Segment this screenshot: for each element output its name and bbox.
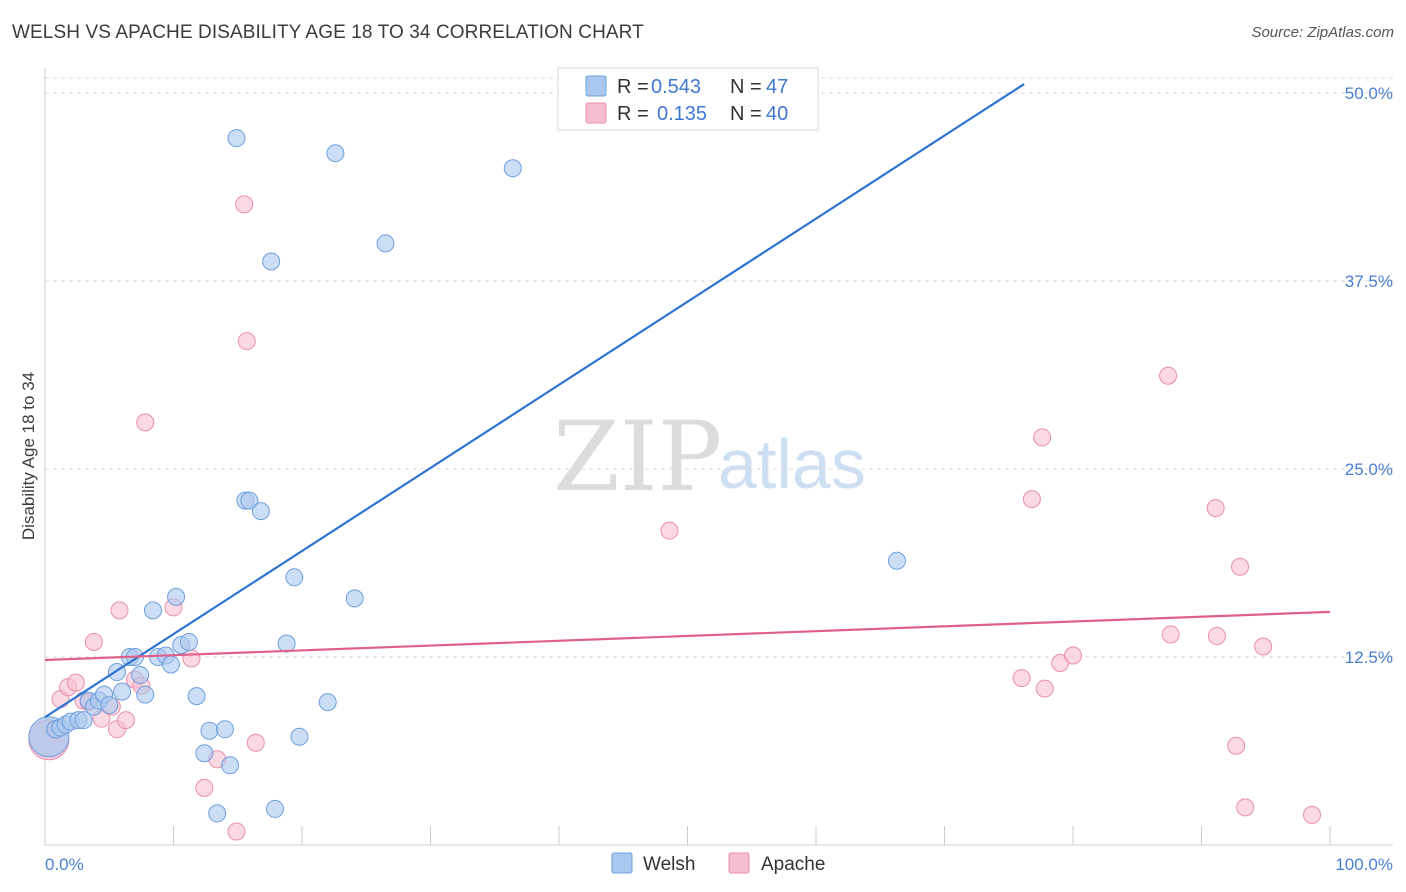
watermark-atlas: atlas — [718, 425, 866, 503]
axes — [44, 68, 1393, 846]
trend-lines — [44, 83, 1331, 719]
y-tick-labels: 12.5% 25.0% 37.5% 50.0% — [1345, 84, 1393, 667]
y-tick-label: 37.5% — [1345, 272, 1393, 291]
welsh-point — [215, 720, 234, 739]
welsh-point — [100, 696, 119, 715]
apache-point — [246, 733, 265, 752]
apache-point — [660, 521, 679, 540]
apache-n-label: N = — [730, 103, 762, 125]
apache-point — [1022, 490, 1041, 509]
welsh-point — [113, 682, 132, 701]
y-axis-label: Disability Age 18 to 34 — [19, 372, 38, 540]
welsh-point — [262, 252, 281, 271]
apache-point — [1231, 557, 1250, 576]
apache-points — [28, 195, 1322, 841]
apache-point — [1254, 637, 1273, 656]
x-tick-labels: 0.0% 100.0% — [45, 855, 1393, 874]
welsh-point — [131, 666, 150, 685]
welsh-point — [161, 655, 180, 674]
welsh-point — [167, 587, 186, 606]
apache-trend-line — [44, 610, 1331, 662]
x-tick-label: 0.0% — [45, 855, 84, 874]
apache-r-label: R = — [617, 103, 649, 125]
welsh-r-value: 0.543 — [651, 76, 701, 98]
apache-point — [235, 195, 254, 214]
welsh-point — [277, 634, 296, 653]
welsh-point — [285, 568, 304, 587]
y-tick-label: 50.0% — [1345, 84, 1393, 103]
apache-point — [110, 601, 129, 620]
welsh-point — [326, 144, 345, 163]
y-tick-label: 25.0% — [1345, 460, 1393, 479]
apache-point — [1303, 805, 1322, 824]
apache-point — [1033, 428, 1052, 447]
x-tick-label: 100.0% — [1335, 855, 1393, 874]
apache-point — [1227, 736, 1246, 755]
welsh-point — [74, 711, 93, 730]
welsh-point — [503, 159, 522, 178]
welsh-point — [318, 693, 337, 712]
apache-point — [227, 822, 246, 841]
apache-point — [1236, 798, 1255, 817]
apache-point — [1035, 679, 1054, 698]
apache-point — [1012, 669, 1031, 688]
welsh-point — [266, 799, 285, 818]
welsh-point — [208, 804, 227, 823]
welsh-point — [179, 632, 198, 651]
welsh-point — [240, 491, 259, 510]
apache-point — [1207, 626, 1226, 645]
apache-point — [84, 632, 103, 651]
welsh-point — [221, 756, 240, 775]
apache-point — [1161, 625, 1180, 644]
apache-point — [66, 673, 85, 692]
welsh-legend-swatch — [585, 75, 607, 97]
source-label: Source: ZipAtlas.com — [1251, 24, 1394, 41]
welsh-point — [200, 721, 219, 740]
welsh-point — [136, 685, 155, 704]
apache-point — [1206, 499, 1225, 518]
welsh-point — [195, 744, 214, 763]
welsh-point — [376, 234, 395, 253]
apache-series-label: Apache — [761, 854, 825, 875]
welsh-point — [227, 129, 246, 148]
welsh-point — [345, 589, 364, 608]
chart-title: WELSH VS APACHE DISABILITY AGE 18 TO 34 … — [12, 22, 644, 43]
welsh-r-label: R = — [617, 76, 649, 98]
apache-series-swatch — [728, 852, 750, 874]
gridlines — [45, 77, 1393, 658]
welsh-trend-line — [44, 83, 1025, 719]
welsh-point — [887, 551, 906, 570]
apache-n-value: 40 — [766, 103, 788, 125]
series-legend: Welsh Apache — [611, 852, 825, 875]
apache-point — [237, 332, 256, 351]
welsh-series-label: Welsh — [643, 854, 695, 875]
apache-point — [1064, 646, 1082, 665]
welsh-series-swatch — [611, 852, 633, 874]
watermark-zip: ZIP — [553, 401, 722, 513]
apache-point — [1159, 366, 1178, 385]
welsh-point — [187, 687, 206, 706]
welsh-point — [143, 601, 162, 620]
welsh-n-value: 47 — [766, 76, 788, 98]
apache-r-value: 0.135 — [657, 103, 707, 125]
apache-point — [195, 778, 214, 797]
y-tick-label: 12.5% — [1345, 648, 1393, 667]
apache-legend-swatch — [585, 102, 607, 124]
apache-point — [116, 711, 135, 730]
welsh-n-label: N = — [730, 76, 762, 98]
stats-legend: R = 0.543 N = 47 R = 0.135 N = 40 — [557, 67, 819, 131]
welsh-point — [251, 502, 270, 521]
apache-point — [136, 413, 155, 432]
welsh-point — [290, 727, 309, 746]
